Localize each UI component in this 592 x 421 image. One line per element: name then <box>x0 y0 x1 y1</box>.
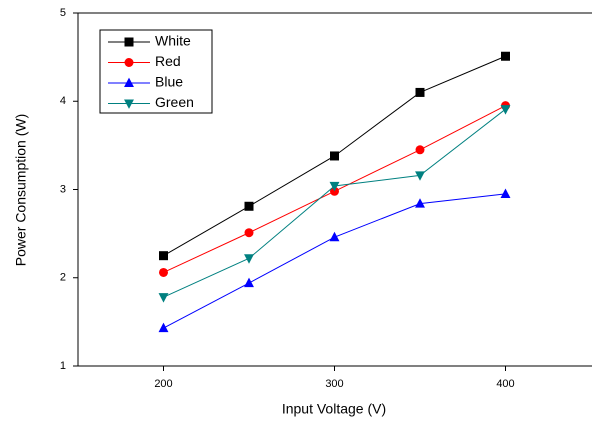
legend-marker <box>124 99 134 109</box>
legend-label: White <box>155 33 191 49</box>
marker <box>415 87 425 97</box>
y-tick-label: 3 <box>60 183 66 195</box>
legend-marker <box>124 37 134 47</box>
marker <box>158 322 169 333</box>
x-tick-label: 300 <box>325 378 343 390</box>
legend-label: Green <box>155 94 194 110</box>
marker <box>244 254 254 264</box>
marker <box>244 228 254 238</box>
marker <box>329 231 340 242</box>
series-line <box>163 108 506 298</box>
x-axis-title: Input Voltage (V) <box>282 401 386 417</box>
marker <box>415 145 425 155</box>
x-tick-label: 400 <box>496 378 514 390</box>
x-tick-label: 200 <box>154 378 172 390</box>
marker <box>159 251 168 261</box>
legend-marker <box>124 77 134 88</box>
marker <box>244 201 254 211</box>
y-tick-label: 2 <box>60 272 66 284</box>
marker <box>159 267 168 277</box>
y-tick-label: 1 <box>60 360 66 372</box>
marker <box>500 105 511 115</box>
y-axis-title: Power Consumption (W) <box>13 114 29 267</box>
legend-box <box>99 29 213 114</box>
legend-marker <box>124 58 134 67</box>
y-tick-label: 4 <box>60 95 66 107</box>
marker <box>329 181 340 192</box>
marker <box>158 293 169 303</box>
legend-label: Blue <box>155 74 183 90</box>
marker <box>244 277 254 288</box>
marker <box>500 188 511 198</box>
legend-label: Red <box>155 53 181 69</box>
marker <box>415 198 425 208</box>
marker <box>415 171 425 181</box>
marker <box>330 151 339 161</box>
y-tick-label: 5 <box>60 7 66 19</box>
series-line <box>163 193 506 329</box>
marker <box>501 51 510 61</box>
